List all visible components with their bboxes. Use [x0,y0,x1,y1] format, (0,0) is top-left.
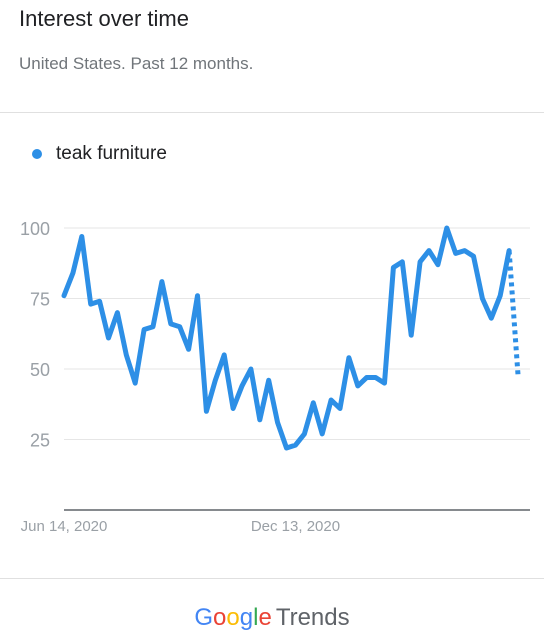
google-letter: l [253,604,259,631]
line-chart: 25 50 75 100 Jun 14, 2020 Dec 13, 2020 [20,219,530,535]
google-letter: e [258,604,272,631]
legend-dot-icon [32,149,42,159]
x-tick-label: Jun 14, 2020 [21,518,108,535]
header-divider [0,112,544,113]
footer-divider [0,578,544,579]
google-letter: o [226,604,240,631]
google-letter: o [213,604,227,631]
trends-wordmark: Trends [275,604,350,631]
google-letter: g [239,604,254,631]
google-trends-logo: Google Trends [0,604,544,632]
y-tick-label: 100 [20,219,50,239]
y-tick-label: 50 [30,360,50,380]
google-wordmark: Google [194,604,271,631]
y-tick-label: 25 [30,431,50,451]
y-tick-label: 75 [30,290,50,310]
legend-label: teak furniture [56,143,167,164]
x-tick-label: Dec 13, 2020 [251,518,340,535]
chart-title: Interest over time [19,6,189,31]
chart-subtitle: United States. Past 12 months. [19,54,254,73]
series-line-teak-furniture [61,225,512,451]
legend: teak furniture [32,143,167,165]
series-partial-segment [506,250,521,375]
google-letter: G [194,604,214,631]
